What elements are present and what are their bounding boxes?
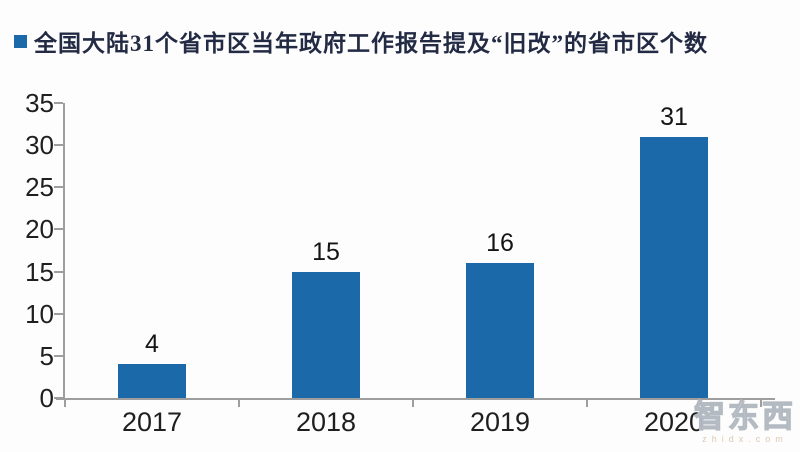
y-axis-tick-label: 10 — [25, 298, 54, 329]
y-axis-tick — [54, 102, 63, 104]
chart-title: 全国大陆31个省市区当年政府工作报告提及“旧改”的省市区个数 — [34, 31, 708, 56]
y-axis-tick — [54, 186, 63, 189]
y-axis-tick — [54, 312, 63, 315]
bar — [466, 263, 534, 398]
y-axis-tick-label: 0 — [39, 383, 54, 413]
bar-value-label: 15 — [312, 237, 340, 266]
bar — [118, 364, 186, 398]
y-axis-tick-label: 15 — [25, 256, 54, 287]
y-axis-tick — [54, 270, 63, 273]
x-axis-tick — [586, 400, 588, 407]
x-axis-tick — [412, 400, 414, 407]
x-axis-category-label: 2019 — [469, 407, 531, 437]
bar — [292, 271, 360, 398]
x-axis-line — [56, 398, 775, 400]
y-axis-line — [63, 103, 65, 400]
bar-value-label: 31 — [660, 102, 688, 131]
x-axis-tick — [760, 400, 762, 407]
y-axis-tick — [54, 397, 63, 399]
x-axis-tick — [238, 400, 240, 407]
y-axis-tick-label: 20 — [25, 214, 54, 245]
y-axis-tick-label: 25 — [25, 172, 54, 203]
x-axis-category-label: 2017 — [121, 407, 183, 437]
bar — [640, 136, 708, 398]
legend-marker-square — [14, 34, 27, 48]
x-axis-category-label: 2018 — [295, 407, 357, 437]
y-axis-tick-label: 30 — [25, 130, 54, 161]
y-axis-tick — [54, 228, 63, 231]
y-axis-tick-label: 5 — [39, 340, 54, 371]
y-axis-tick — [54, 354, 63, 357]
x-axis-category-label: 2020 — [643, 407, 705, 437]
chart-legend: 全国大陆31个省市区当年政府工作报告提及“旧改”的省市区个数 — [14, 24, 708, 58]
y-axis-tick-label: 35 — [25, 88, 54, 118]
x-axis-tick — [64, 400, 66, 407]
bar-value-label: 16 — [486, 229, 514, 258]
y-axis-tick — [54, 144, 63, 147]
bar-value-label: 4 — [145, 330, 159, 359]
